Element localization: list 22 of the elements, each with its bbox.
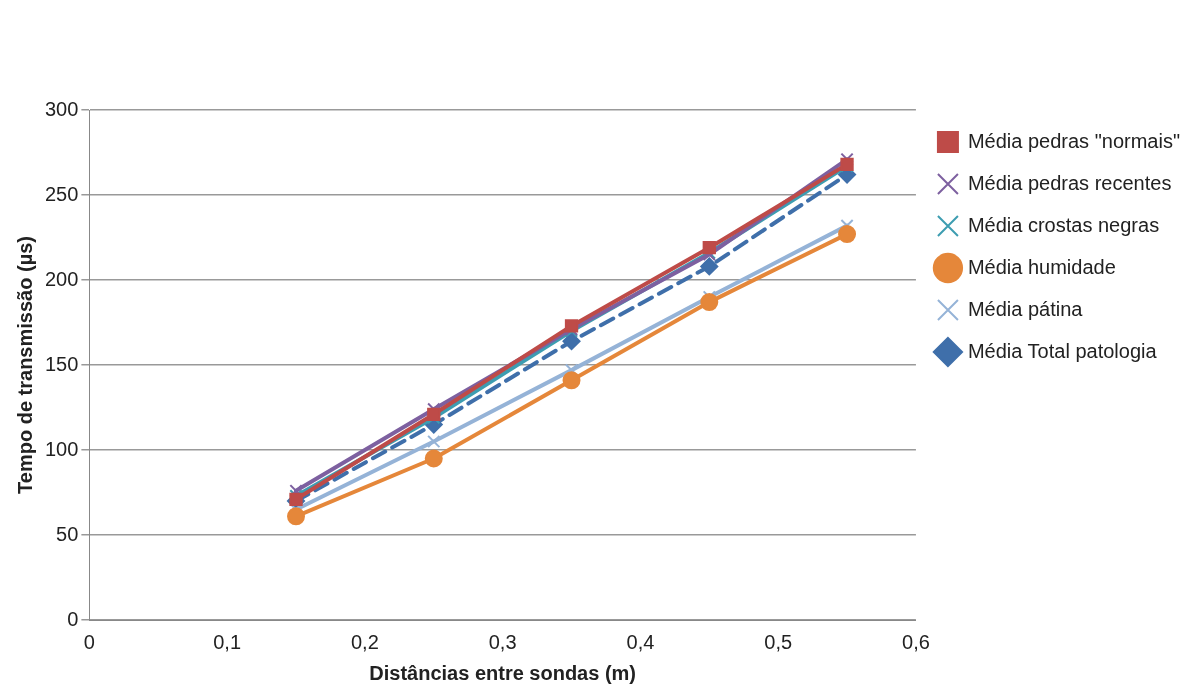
y-tick-label: 200	[44, 267, 79, 290]
y-axis-title: Tempo de transmissão (µs)	[13, 236, 36, 494]
legend-label: Média pátina	[967, 297, 1084, 320]
x-tick-label: 0,1	[213, 630, 242, 653]
y-tick-label: 100	[44, 437, 79, 460]
y-tick-label: 250	[44, 182, 79, 205]
x-tick-label: 0,2	[350, 630, 379, 653]
x-tick-label: 0,4	[626, 630, 655, 653]
y-tick-label: 50	[56, 522, 79, 545]
legend-label: Média humidade	[967, 255, 1116, 278]
legend-label: Média Total patologia	[967, 339, 1158, 362]
x-tick-label: 0,5	[764, 630, 793, 653]
legend-label: Média pedras "normais"	[967, 129, 1181, 152]
x-axis-title: Distâncias entre sondas (m)	[369, 661, 637, 684]
legend-label: Média pedras recentes	[967, 171, 1172, 194]
legend-label: Média crostas negras	[967, 213, 1160, 236]
x-tick-label: 0,3	[488, 630, 517, 653]
y-tick-label: 300	[44, 97, 79, 120]
y-tick-label: 0	[67, 607, 79, 630]
y-tick-label: 150	[44, 352, 79, 375]
x-tick-label: 0	[83, 630, 95, 653]
x-tick-label: 0,6	[902, 630, 930, 653]
